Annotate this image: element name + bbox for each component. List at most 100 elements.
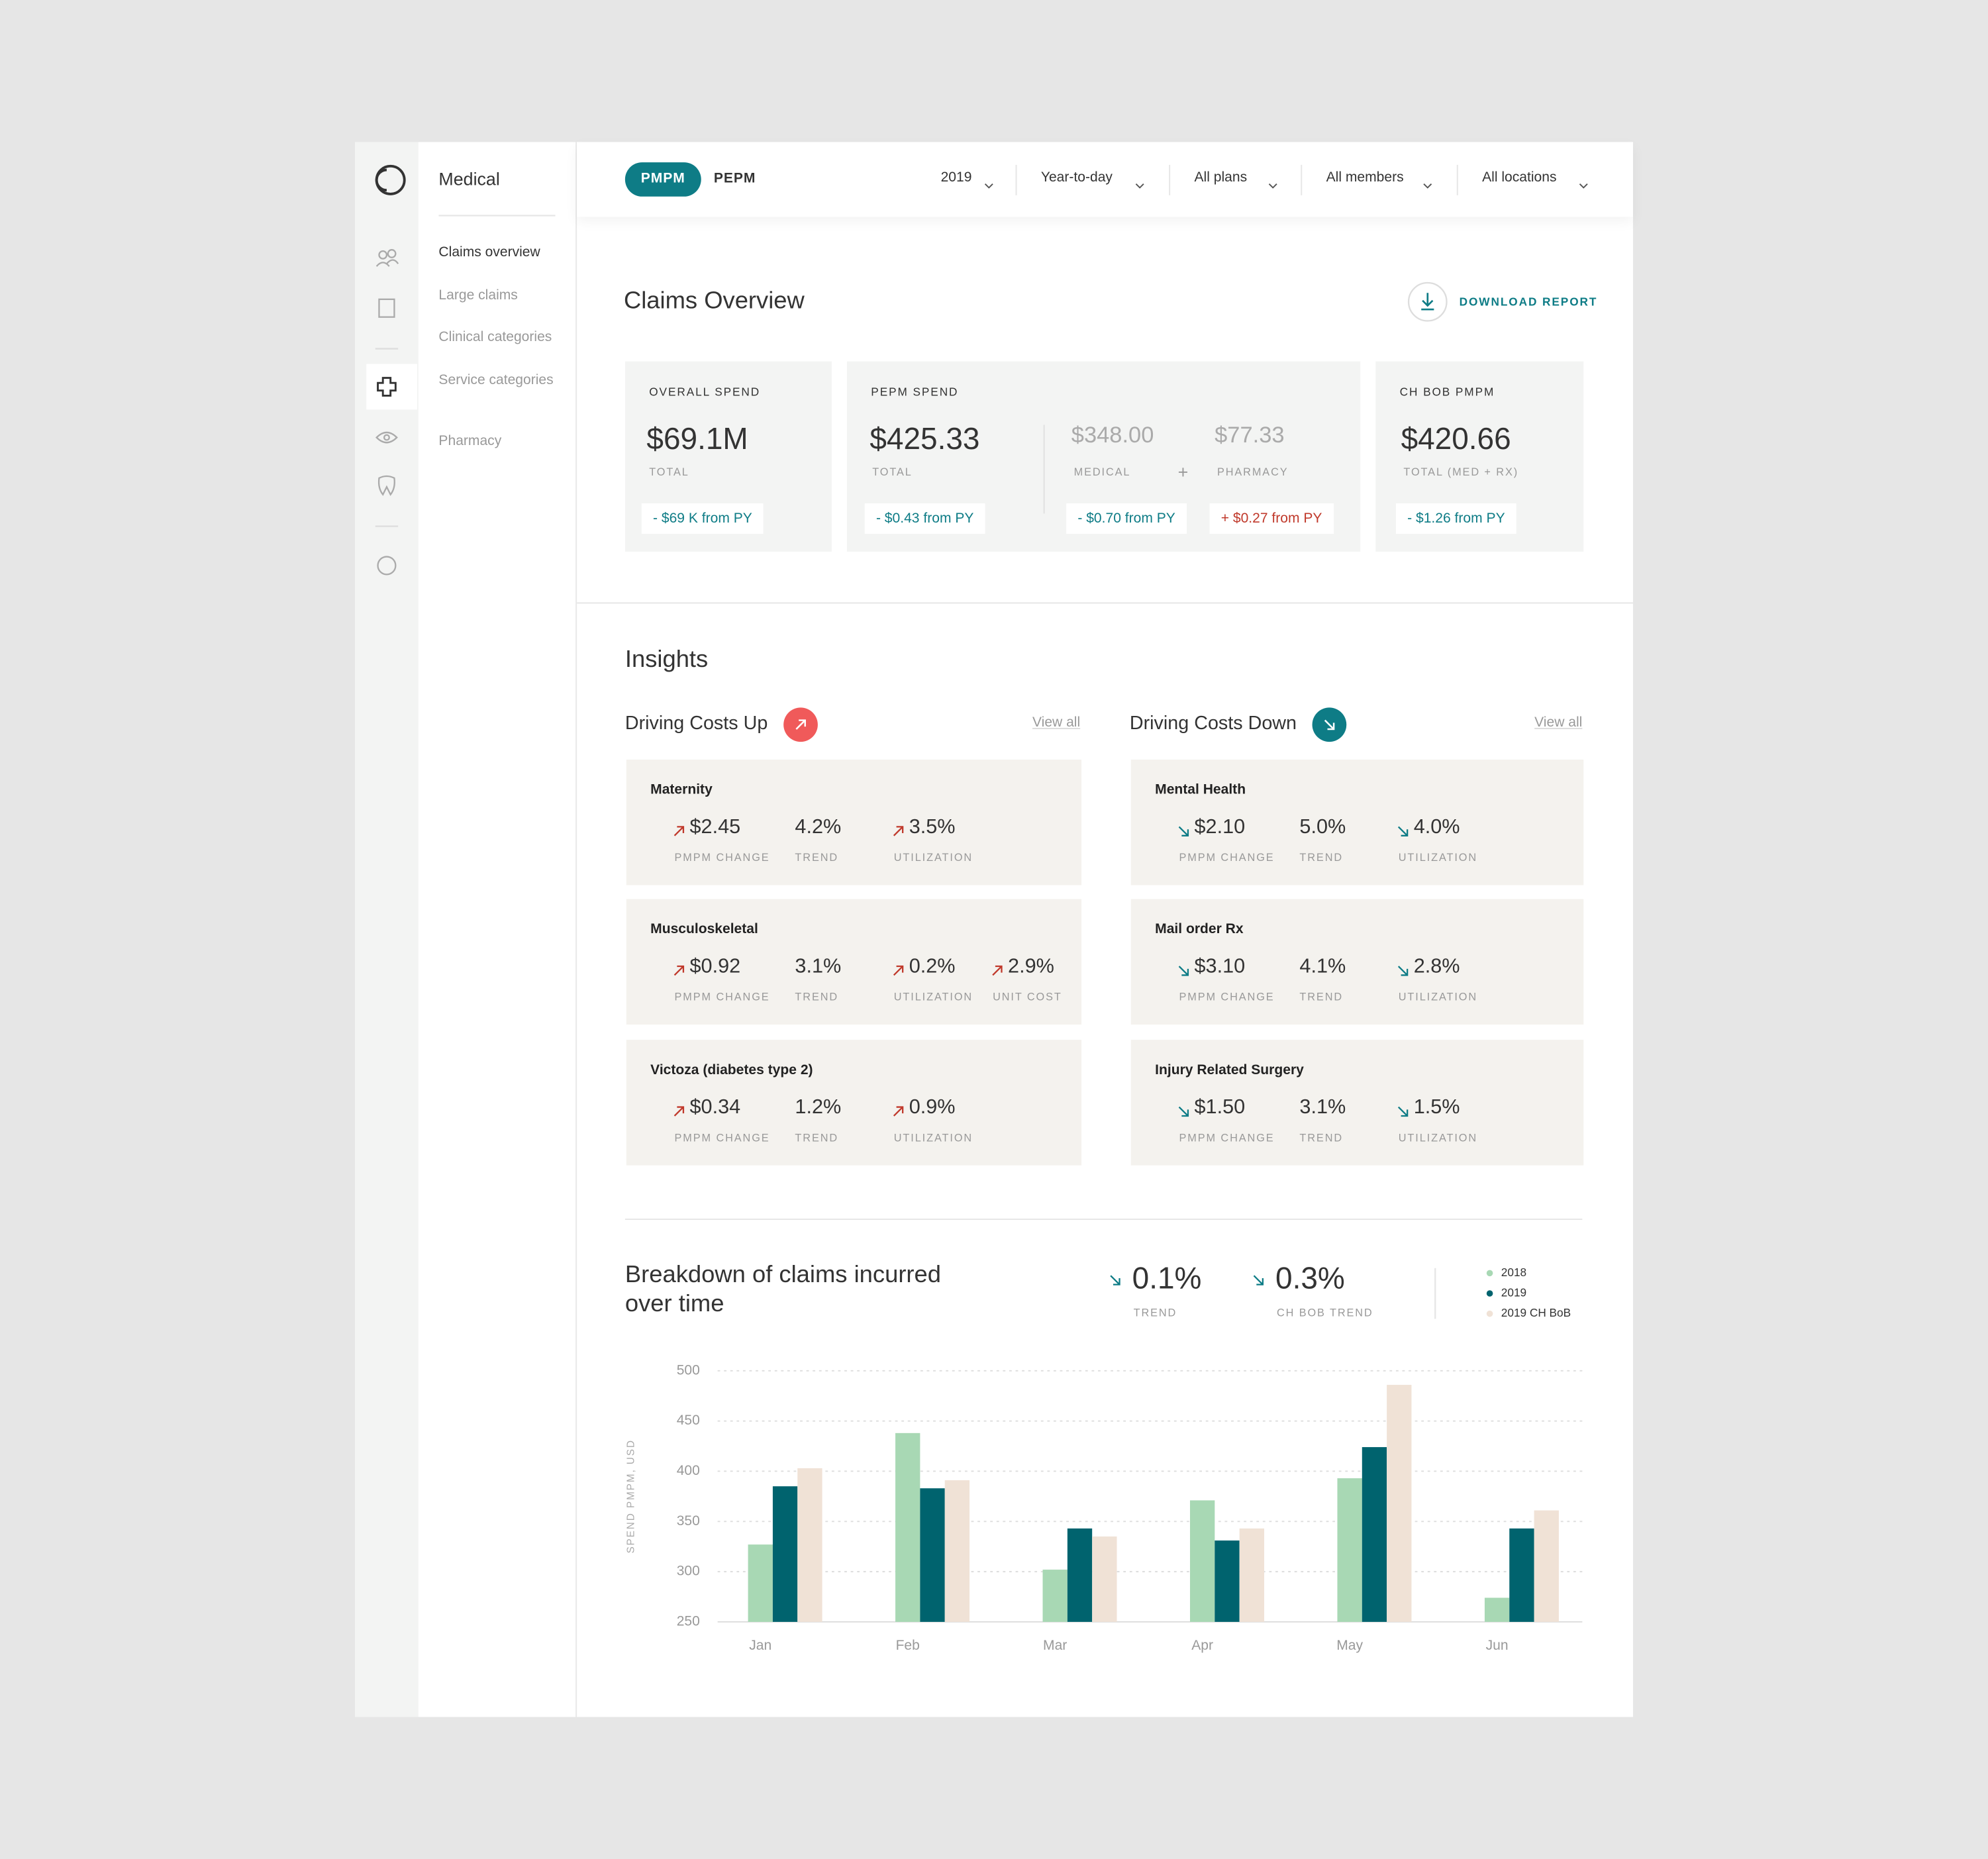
- insight-name: Mail order Rx: [1155, 922, 1244, 937]
- bar: [1067, 1528, 1093, 1622]
- insight-card: [626, 759, 1082, 885]
- metric-value: $425.33: [870, 422, 980, 457]
- medical-icon[interactable]: [377, 377, 397, 397]
- bar: [1215, 1540, 1240, 1622]
- stat-label: CH BOB TREND: [1276, 1306, 1373, 1319]
- bar: [920, 1488, 945, 1622]
- y-tick-label: 350: [677, 1513, 700, 1529]
- insight-label: PMPM CHANGE: [1179, 850, 1275, 864]
- vision-icon[interactable]: [375, 431, 398, 444]
- filter-sep: [1015, 164, 1017, 195]
- y-tick-label: 400: [677, 1463, 700, 1478]
- filter[interactable]: Year-to-day: [1040, 170, 1113, 185]
- insight-value: 4.1%: [1299, 956, 1346, 978]
- nav-item[interactable]: Clinical categories: [438, 329, 552, 345]
- bar: [772, 1486, 798, 1622]
- bar: [1509, 1528, 1534, 1622]
- filter[interactable]: 2019: [940, 170, 972, 185]
- dental-icon[interactable]: [377, 475, 395, 496]
- nav-item[interactable]: Pharmacy: [438, 433, 502, 449]
- chevron: [984, 174, 994, 189]
- docs-icon[interactable]: [378, 298, 395, 318]
- legend-label: 2019 CH BoB: [1501, 1306, 1571, 1319]
- bar: [1337, 1478, 1362, 1622]
- insight-label: UTILIZATION: [893, 850, 973, 864]
- chevron: [1422, 174, 1432, 189]
- logo-inner: [375, 168, 387, 192]
- bar: [1239, 1528, 1264, 1622]
- download-icon[interactable]: [1407, 281, 1448, 322]
- trend-arrow: [1397, 960, 1409, 976]
- stat-label: TREND: [1133, 1306, 1177, 1319]
- trend-arrow: [673, 960, 685, 976]
- view-all[interactable]: View all: [1534, 715, 1583, 730]
- change-badge: - $69 K from PY: [641, 503, 764, 534]
- nav-item[interactable]: Service categories: [438, 372, 554, 388]
- x-tick-label: Jan: [749, 1638, 771, 1653]
- filter[interactable]: All members: [1326, 170, 1404, 185]
- insight-label: PMPM CHANGE: [1179, 1130, 1275, 1144]
- legend-swatch: [1486, 1310, 1493, 1317]
- x-tick-label: Feb: [896, 1638, 920, 1653]
- insight-value: 2.9%: [1008, 956, 1054, 978]
- metric-label: TOTAL: [872, 465, 913, 478]
- trend-arrow: [1397, 821, 1409, 836]
- insight-label: TREND: [1299, 1130, 1344, 1144]
- insight-value: 4.0%: [1413, 817, 1460, 838]
- bar: [1092, 1536, 1117, 1622]
- card-label: PEPM SPEND: [871, 385, 959, 399]
- nav-item[interactable]: Claims overview: [438, 244, 540, 260]
- bar: [1362, 1447, 1387, 1622]
- members-icon[interactable]: [375, 259, 399, 267]
- metric-value: $348.00: [1071, 422, 1154, 448]
- nav-item[interactable]: Large claims: [438, 287, 518, 303]
- members-icon[interactable]: [378, 250, 388, 260]
- chevron: [1135, 174, 1145, 189]
- bar: [1534, 1510, 1559, 1622]
- toggle-pepm[interactable]: PEPM: [713, 171, 756, 187]
- insight-name: Victoza (diabetes type 2): [650, 1062, 813, 1078]
- insight-name: Injury Related Surgery: [1155, 1062, 1304, 1078]
- group-title: Driving Costs Down: [1129, 713, 1297, 734]
- trend-arrow: [893, 821, 904, 836]
- download-report[interactable]: DOWNLOAD REPORT: [1459, 295, 1598, 309]
- section-title: Insights: [624, 646, 709, 674]
- insight-name: Mental Health: [1155, 782, 1246, 798]
- divider: [624, 1219, 1583, 1220]
- insight-value: 5.0%: [1299, 817, 1346, 838]
- filter[interactable]: All locations: [1482, 170, 1557, 185]
- nav-border: [575, 142, 577, 1717]
- insight-value: 4.2%: [795, 817, 842, 838]
- filter[interactable]: All plans: [1194, 170, 1248, 185]
- profile-icon[interactable]: [377, 556, 397, 576]
- download-icon[interactable]: [1421, 293, 1434, 311]
- x-tick-label: Apr: [1191, 1638, 1213, 1653]
- insight-card: [1130, 899, 1584, 1025]
- vision-icon[interactable]: [383, 434, 390, 441]
- metric-label: TOTAL: [649, 465, 689, 478]
- change-badge: - $0.43 from PY: [864, 503, 985, 534]
- trend-arrow: [673, 1101, 685, 1117]
- insight-value: 3.1%: [795, 956, 842, 978]
- x-tick-label: Jun: [1486, 1638, 1509, 1653]
- members-icon[interactable]: [387, 249, 397, 258]
- insight-value: 0.9%: [909, 1097, 956, 1119]
- divider: [577, 602, 1633, 604]
- toggle-pmpm[interactable]: PMPM: [624, 162, 701, 197]
- insight-value: 1.2%: [795, 1097, 842, 1119]
- stat-value: 0.3%: [1275, 1262, 1345, 1296]
- card-label: CH BOB PMPM: [1399, 385, 1495, 399]
- insight-value: $0.34: [689, 1097, 741, 1119]
- change-badge: - $0.70 from PY: [1066, 503, 1187, 534]
- insight-value: $1.50: [1194, 1097, 1246, 1119]
- insight-value: 3.1%: [1299, 1097, 1346, 1119]
- insight-value: 2.8%: [1413, 956, 1460, 978]
- trend-arrow: [673, 821, 685, 836]
- insight-label: UTILIZATION: [1398, 990, 1478, 1003]
- view-all[interactable]: View all: [1032, 715, 1081, 730]
- metric-label: MEDICAL: [1073, 465, 1131, 478]
- y-tick-label: 250: [677, 1614, 700, 1629]
